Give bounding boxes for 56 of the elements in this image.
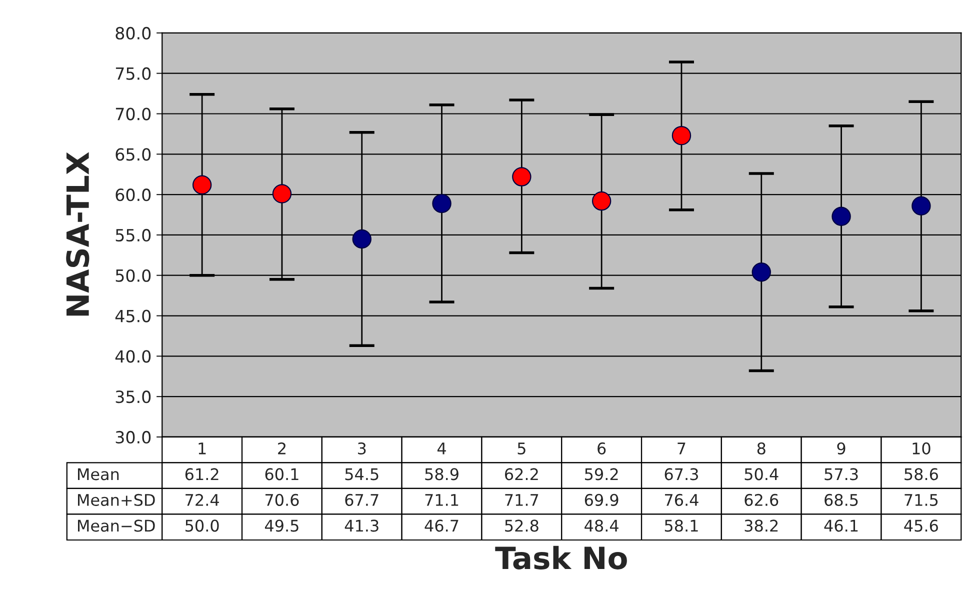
data-label: 58.9 bbox=[425, 468, 458, 480]
text: 50.0 bbox=[186, 520, 219, 532]
y-tick-label: 30.0 bbox=[116, 430, 151, 444]
y-tick-label: 70.0 bbox=[116, 108, 151, 120]
data-label: 57.3 bbox=[824, 468, 858, 480]
data-label: 60.1 bbox=[265, 468, 298, 480]
text: 71.5 bbox=[904, 494, 938, 506]
text: 46.7 bbox=[424, 520, 458, 532]
text: 38.2 bbox=[744, 520, 778, 532]
data-label: 58.6 bbox=[904, 468, 938, 480]
y-tick-label: 55.0 bbox=[116, 228, 151, 242]
x-tick-label: 7 bbox=[678, 442, 686, 454]
x-axis-title: Task No bbox=[495, 546, 627, 570]
text: 71.7 bbox=[505, 494, 538, 506]
text: 68.5 bbox=[824, 494, 858, 506]
y-tick-label: 40.0 bbox=[115, 350, 151, 363]
text: 48.4 bbox=[584, 520, 618, 532]
text: 49.5 bbox=[264, 520, 298, 532]
x-tick-label: 10 bbox=[912, 442, 930, 454]
x-tick-label: 5 bbox=[518, 442, 526, 454]
y-tick-label: 60.0 bbox=[116, 188, 151, 202]
data-label: 50.4 bbox=[744, 468, 778, 480]
text: Mean bbox=[78, 468, 119, 480]
text: 67.7 bbox=[345, 494, 378, 506]
text: 69.9 bbox=[584, 494, 618, 506]
text: 72.4 bbox=[186, 494, 219, 506]
text: 70.6 bbox=[266, 494, 299, 506]
x-tick-label: 6 bbox=[598, 442, 606, 454]
data-label: 62.2 bbox=[505, 468, 538, 480]
text: 46.1 bbox=[824, 520, 858, 532]
text: Mean+SD bbox=[78, 494, 155, 506]
y-tick-label: 50.0 bbox=[116, 269, 151, 282]
y-tick-label: 45.0 bbox=[115, 310, 151, 322]
y-tick-label: 35.0 bbox=[116, 390, 151, 404]
text: 41.3 bbox=[344, 520, 378, 532]
y-axis-title: NASA-TLX bbox=[66, 152, 90, 316]
x-tick-label: 9 bbox=[837, 442, 846, 454]
x-tick-label: 8 bbox=[757, 442, 766, 454]
data-label: 54.5 bbox=[345, 468, 378, 480]
x-tick-label: 3 bbox=[358, 442, 366, 454]
data-label: 59.2 bbox=[585, 468, 618, 480]
text: 62.6 bbox=[744, 494, 778, 506]
text: 52.8 bbox=[505, 520, 538, 532]
text: 71.1 bbox=[425, 494, 458, 506]
x-tick-label: 1 bbox=[198, 442, 206, 454]
text: 58.1 bbox=[664, 520, 698, 532]
y-tick-label: 65.0 bbox=[116, 148, 151, 161]
y-tick-label: 75.0 bbox=[116, 67, 151, 80]
data-label: 67.3 bbox=[664, 468, 698, 480]
text: 45.6 bbox=[904, 520, 938, 532]
text: Mean−SD bbox=[78, 520, 155, 532]
x-tick-label: 2 bbox=[278, 442, 286, 454]
data-label: 61.2 bbox=[185, 468, 218, 480]
text: 76.4 bbox=[665, 494, 698, 506]
x-tick-label: 4 bbox=[437, 442, 446, 454]
y-tick-label: 80.0 bbox=[116, 26, 151, 40]
